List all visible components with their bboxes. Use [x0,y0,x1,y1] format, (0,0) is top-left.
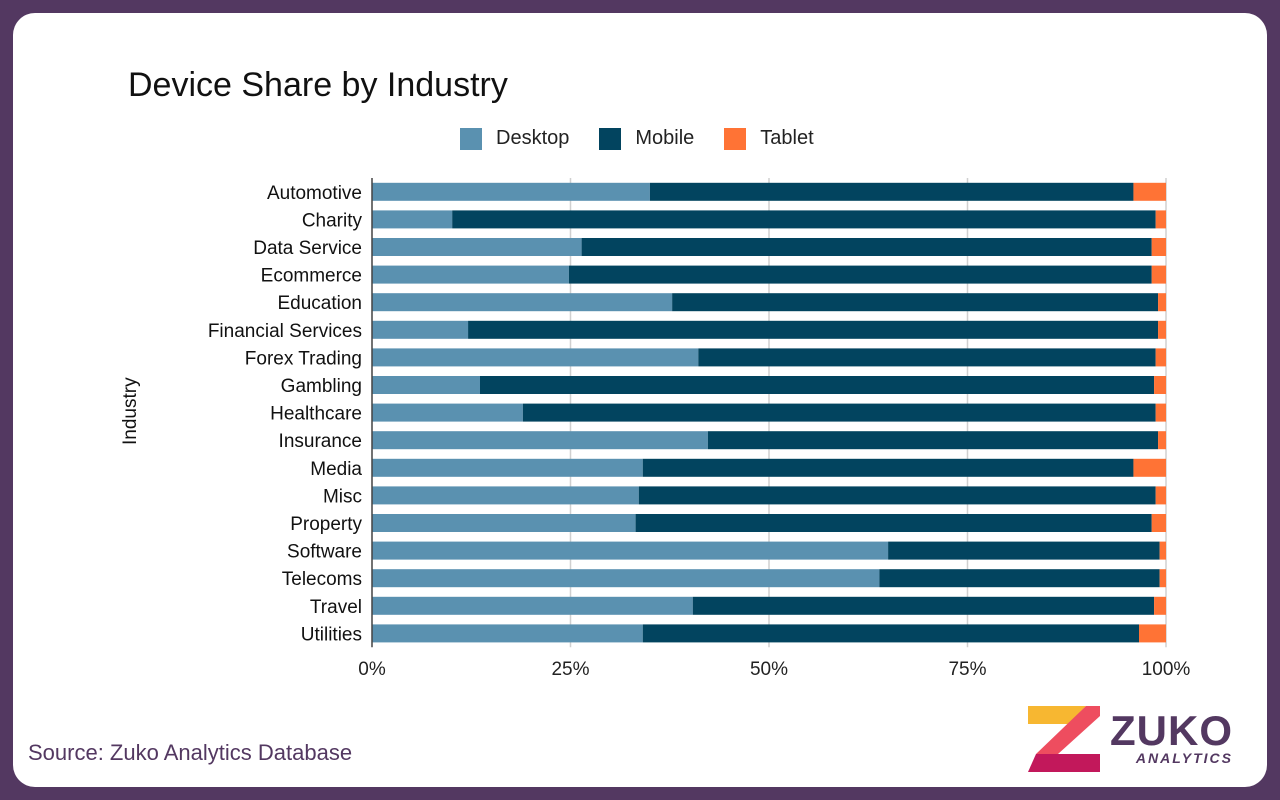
legend: Desktop Mobile Tablet [460,127,814,150]
y-tick-label: Utilities [301,624,362,645]
bar-mobile [642,624,1140,643]
x-tick-label: 100% [1142,659,1191,680]
logo-word: ZUKO [1110,707,1233,754]
y-tick-label: Charity [302,210,363,231]
bar-tablet [1158,293,1166,312]
bar-desktop [372,238,582,256]
bar-desktop [372,210,453,229]
y-tick-label: Insurance [279,431,362,452]
bar-tablet [1159,569,1166,588]
x-tick-label: 50% [750,659,788,680]
y-tick-label: Ecommerce [261,266,362,287]
bar-mobile [649,182,1134,201]
bar-mobile [638,486,1156,505]
bar-mobile [879,569,1160,588]
bar-tablet [1154,596,1166,615]
legend-swatch [460,127,482,150]
bar-mobile [479,376,1155,394]
chart-card [13,13,1267,787]
bar-tablet [1151,265,1166,284]
zuko-logo: ZUKO ANALYTICS [1028,706,1233,772]
bar-mobile [698,348,1156,367]
legend-item-tablet[interactable]: Tablet [724,127,814,150]
bar-desktop [372,293,673,312]
bar-desktop [372,541,889,560]
bar-mobile [581,238,1152,256]
y-tick-label: Software [287,542,362,563]
y-tick-label: Media [310,459,362,480]
legend-swatch [599,127,622,150]
y-tick-label: Travel [310,597,362,618]
legend-swatch [724,127,747,150]
y-tick-label: Gambling [281,376,362,397]
bar-desktop [372,458,643,477]
bar-tablet [1159,541,1166,560]
bar-mobile [468,320,1159,339]
bar-desktop [372,569,880,588]
bar-tablet [1151,514,1166,532]
bar-mobile [635,514,1152,532]
bar-desktop [372,514,636,532]
source-note: Source: Zuko Analytics Database [28,740,353,765]
bar-tablet [1155,210,1166,229]
legend-item-desktop[interactable]: Desktop [460,127,569,150]
y-tick-label: Healthcare [270,404,362,425]
x-tick-label: 25% [551,659,589,680]
logo-sub: ANALYTICS [1135,750,1233,766]
y-tick-label: Automotive [267,183,362,204]
bar-tablet [1133,458,1166,477]
bar-desktop [372,431,708,450]
bar-desktop [372,486,639,505]
bar-mobile [642,458,1134,477]
chart-title: Device Share by Industry [128,66,508,104]
bar-desktop [372,624,643,643]
y-tick-label: Education [277,293,362,314]
bar-tablet [1158,431,1166,450]
bar-desktop [372,596,693,615]
bar-mobile [888,541,1160,560]
bar-mobile [692,596,1155,615]
bar-tablet [1155,486,1166,505]
y-tick-label: Misc [323,486,362,507]
bar-tablet [1133,182,1166,201]
bar-mobile [522,403,1156,422]
y-tick-label: Property [290,514,362,535]
legend-label: Desktop [496,127,570,149]
bar-tablet [1151,238,1166,256]
legend-label: Tablet [760,127,814,149]
bar-desktop [372,376,480,394]
bar-tablet [1155,403,1166,422]
legend-item-mobile[interactable]: Mobile [599,127,694,150]
y-tick-label: Data Service [253,238,362,259]
bar-tablet [1155,348,1166,367]
bar-mobile [707,431,1159,450]
bar-desktop [372,320,469,339]
zuko-logo-icon [1028,706,1100,772]
bar-desktop [372,403,523,422]
legend-label: Mobile [635,127,695,149]
bar-desktop [372,348,699,367]
y-tick-label: Telecoms [282,569,362,590]
x-tick-label: 0% [358,659,386,680]
bar-mobile [568,265,1152,284]
bar-mobile [452,210,1156,229]
bar-desktop [372,182,650,201]
x-tick-label: 75% [948,659,986,680]
bar-tablet [1139,624,1166,643]
bar-tablet [1158,320,1166,339]
bar-desktop [372,265,569,284]
bar-mobile [672,293,1159,312]
bar-tablet [1154,376,1166,394]
y-tick-label: Financial Services [208,321,362,342]
y-tick-label: Forex Trading [245,348,362,369]
